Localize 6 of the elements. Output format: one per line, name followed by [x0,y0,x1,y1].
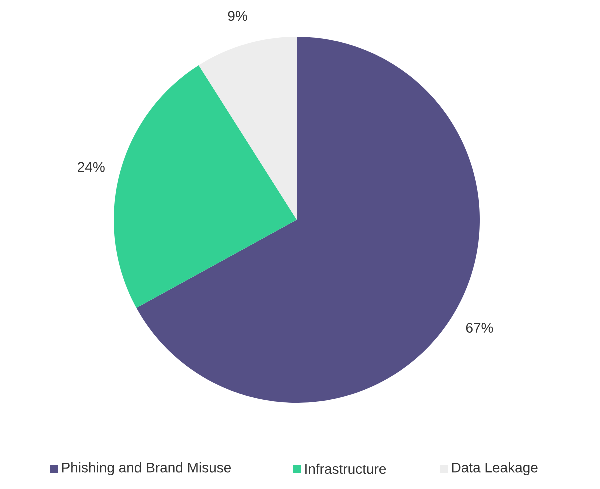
legend-label: Data Leakage [452,462,538,476]
data-label: 9% [228,11,248,22]
legend-label: Phishing and Brand Misuse [62,462,232,476]
data-label: 67% [466,323,494,334]
data-label: 24% [78,162,105,172]
legend-label: Infrastructure [306,464,386,474]
